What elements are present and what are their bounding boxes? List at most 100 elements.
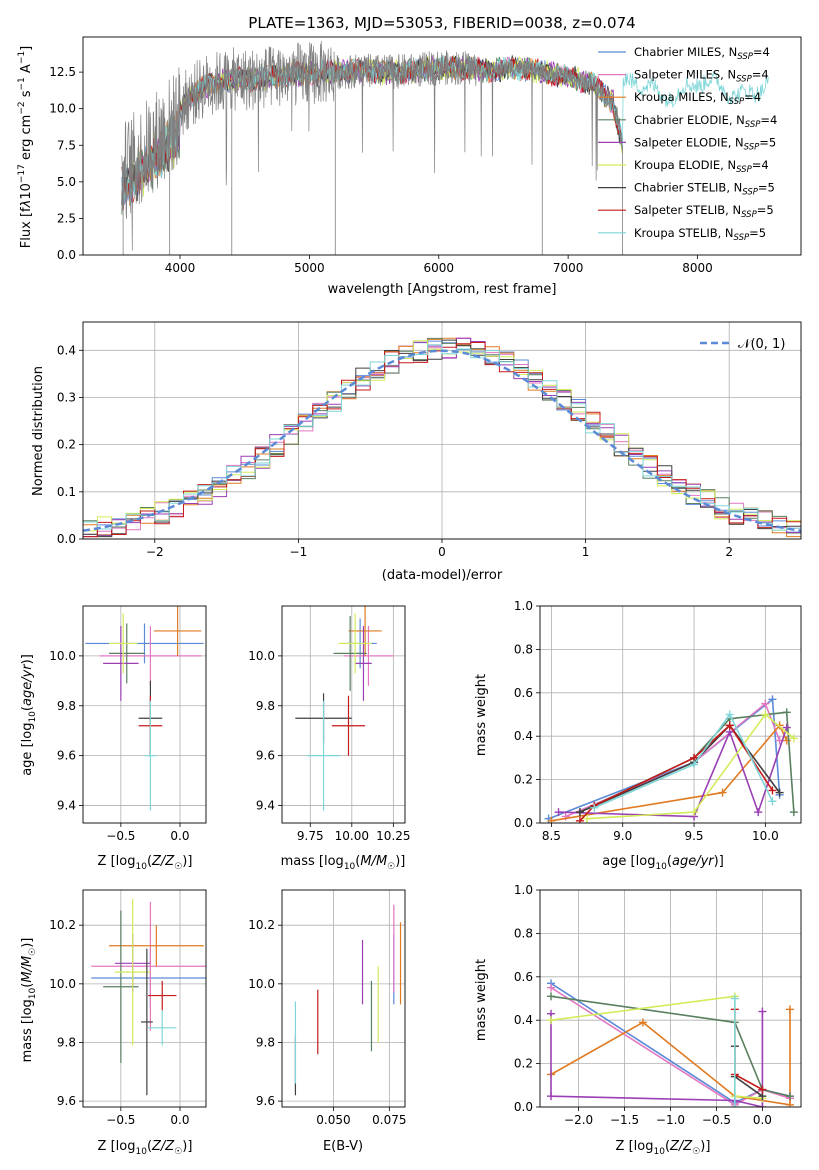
axes: 4000 5000 6000 7000 8000 0.0 2.5 5.0 7.5 10.0 12.5: [49, 36, 802, 275]
mass-weight-series-line: [579, 724, 781, 813]
legend-label-sub: SSP: [745, 120, 761, 130]
mass-weight-series-line: [733, 1046, 763, 1097]
y-tick-label: 0.8: [514, 926, 533, 940]
x-tick-label: 10.0: [752, 829, 779, 843]
y-tick-label: 9.8: [256, 1035, 275, 1049]
errorbar-point: [109, 623, 145, 684]
mass-weight-point-marker: [690, 760, 699, 769]
legend-label: Salpeter MILES, NSSP=4: [634, 68, 769, 85]
errorbar-point: [109, 613, 138, 674]
spectrum-legend: Chabrier MILES, N SSP =4 Salpeter MILES, NS…: [598, 45, 777, 243]
axes: 0.050 0.075 9.6 9.8 10.0 10.2: [248, 889, 407, 1127]
data-layer: [295, 606, 394, 811]
x-tick-label: −0.5: [106, 829, 135, 843]
mass-weight-point-marker: [782, 708, 791, 717]
legend-label-sub: SSP: [734, 233, 750, 243]
mass-vs-z-panel: −0.5 0.0 9.6 9.8 10.0 10.2 Z [log10(Z/Z☉)] ma…: [20, 889, 207, 1157]
axes-frame: [539, 889, 802, 1108]
legend-label-text: Kroupa STELIB, N: [634, 226, 734, 240]
y-tick-label: 2.5: [57, 211, 76, 225]
grid-lines: [282, 890, 405, 1107]
y-tick-label: 0.0: [514, 1100, 533, 1114]
legend-label-suffix: =4: [744, 90, 761, 104]
x-tick-label: 6000: [423, 261, 454, 275]
x-tick-label: 9.0: [613, 829, 632, 843]
mass-weight-point-marker: [554, 808, 563, 817]
mass-weight-point-marker: [789, 808, 798, 817]
age-vs-z-xlabel: Z [log10(Z/Z☉)]: [98, 854, 193, 872]
errorbar-point: [333, 615, 367, 691]
x-tick-label: 0.0: [170, 1113, 189, 1127]
mass-weight-vs-z-panel: −2.0 −1.5 −1.0 −0.5 0.0 0.0 0.2 0.4 0.6 0.8 1.0 Z …: [474, 883, 802, 1157]
legend-label: Kroupa ELODIE, NSSP=4: [634, 158, 769, 175]
y-tick-label: 0.0: [514, 816, 533, 830]
mass-weight-point-marker: [575, 808, 584, 817]
y-tick-label: 9.6: [256, 749, 275, 763]
mass-weight-point-marker: [761, 710, 770, 719]
x-tick-label: −1.5: [610, 1113, 639, 1127]
x-tick-label: 8.5: [542, 829, 561, 843]
axes-frame: [281, 605, 406, 824]
mass-weight-point-marker: [638, 1018, 647, 1027]
mass-weight-point-marker: [547, 1016, 556, 1025]
x-tick-label: 0: [438, 545, 446, 559]
axes: −0.5 0.0 9.6 9.8 10.0 10.2: [49, 889, 207, 1127]
mass-weight-point-marker: [785, 1005, 794, 1014]
observed-spectrum-line: [121, 41, 623, 251]
y-tick-label: 10.2: [49, 918, 76, 932]
legend-label-text: Chabrier STELIB, N: [634, 181, 742, 195]
errorbar-point: [140, 948, 153, 1096]
spectrum-panel: PLATE=1363, MJD=53053, FIBERID=0038, z=0…: [17, 14, 802, 297]
y-tick-label: 12.5: [49, 65, 76, 79]
mass-weight-point-marker: [782, 723, 791, 732]
legend-label-suffix: =5: [749, 226, 766, 240]
legend-label: Chabrier STELIB, NSSP=5: [634, 181, 775, 198]
y-tick-label: 10.0: [248, 977, 275, 991]
mass-weight-point-marker: [725, 710, 734, 719]
residuals-legend: 𝒩(0, 1): [700, 337, 785, 352]
legend-label-text: Salpeter STELIB, N: [634, 203, 741, 217]
gaussian-curve: [83, 349, 801, 532]
residual-histogram-step: [83, 344, 801, 539]
age-vs-mass-plot-area: 9.75 10.00 10.25 9.4 9.6 9.8 10.0: [248, 605, 411, 843]
x-tick-label: 10.00: [335, 829, 369, 843]
x-tick-label: 7000: [553, 261, 584, 275]
y-tick-label: 5.0: [57, 175, 76, 189]
y-tick-label: 9.8: [57, 1035, 76, 1049]
legend-label-text: Kroupa MILES, N: [634, 90, 729, 104]
y-tick-label: 1.0: [514, 883, 533, 897]
x-tick-label: −2: [146, 545, 164, 559]
age-vs-z-panel: −0.5 0.0 9.4 9.6 9.8 10.0 Z [log10(Z/Z☉)] age…: [20, 605, 207, 872]
legend-label-text: Chabrier MILES, N: [634, 45, 737, 59]
data-layer: [547, 979, 794, 1107]
errorbar-point: [331, 695, 366, 756]
axes-frame: [82, 889, 207, 1108]
mass-weight-point-marker: [768, 797, 777, 806]
mass-weight-series-line: [587, 713, 795, 820]
spectrum-xlabel: wavelength [Angstrom, rest frame]: [328, 282, 557, 297]
y-tick-label: 0.1: [57, 485, 76, 499]
y-tick-label: 10.0: [49, 102, 76, 116]
gaussian-legend-label: 𝒩(0, 1): [738, 337, 785, 352]
data-layer: [83, 337, 801, 539]
errorbar-point: [144, 700, 157, 811]
y-tick-label: 7.5: [57, 138, 76, 152]
mass-weight-point-marker: [547, 992, 556, 1001]
errorbar-point: [148, 980, 177, 1011]
legend-label-suffix: =5: [759, 135, 776, 149]
y-tick-label: 0.4: [514, 1013, 533, 1027]
x-tick-label: 0.050: [316, 1113, 350, 1127]
spectrum-ylabel: Flux [fλ10−17 erg cm−2 s−1 A−1]: [17, 46, 34, 248]
axes-frame: [82, 321, 802, 540]
legend-label-suffix: =5: [757, 203, 774, 217]
mass-vs-z-plot-area: −0.5 0.0 9.6 9.8 10.0 10.2: [49, 889, 207, 1127]
axes-frame: [82, 605, 207, 824]
y-tick-label: 9.8: [256, 699, 275, 713]
x-tick-label: 0.0: [753, 1113, 772, 1127]
legend-label-text: Kroupa ELODIE, N: [634, 158, 736, 172]
errorbar-point: [148, 1010, 177, 1046]
x-tick-label: 9.5: [684, 829, 703, 843]
mass-weight-vs-age-panel: 8.5 9.0 9.5 10.0 0.0 0.2 0.4 0.6 0.8 1.0 age [log…: [474, 599, 802, 872]
data-layer: [544, 695, 798, 823]
mass-weight-point-marker: [758, 1085, 767, 1094]
